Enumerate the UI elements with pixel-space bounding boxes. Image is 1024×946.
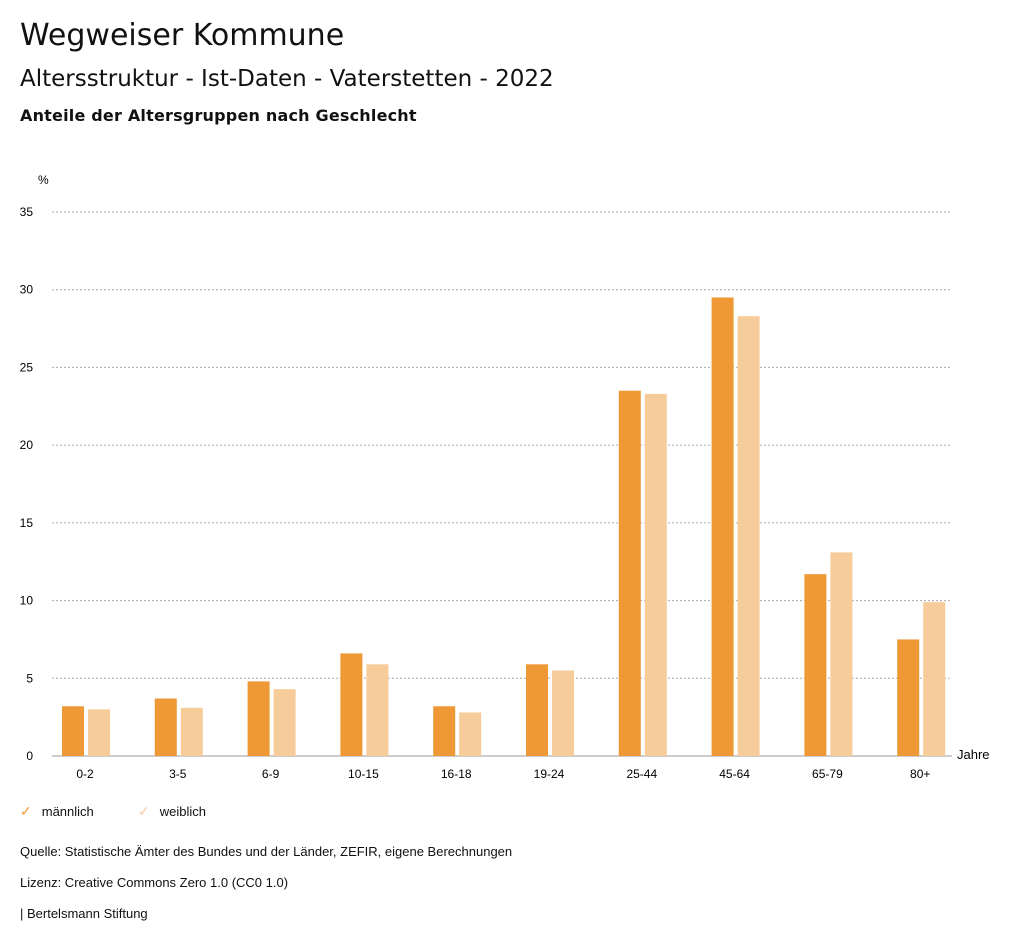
page-subtitle: Altersstruktur - Ist-Daten - Vaterstette… [20, 66, 554, 92]
check-icon: ✓ [138, 803, 150, 819]
bar-weiblich-80+ [923, 602, 946, 756]
license-note: Lizenz: Creative Commons Zero 1.0 (CC0 1… [20, 875, 289, 890]
bar-weiblich-3-5 [180, 707, 203, 756]
check-icon: ✓ [20, 803, 32, 819]
bar-maennlich-25-44 [618, 390, 641, 756]
x-tick-label: 6-9 [262, 767, 280, 781]
bar-weiblich-10-15 [366, 664, 389, 756]
legend-item-maennlich[interactable]: ✓ männlich [20, 803, 94, 820]
x-tick-label: 0-2 [76, 767, 94, 781]
bar-maennlich-0-2 [62, 706, 84, 756]
bar-weiblich-16-18 [459, 712, 482, 756]
bar-maennlich-3-5 [154, 698, 177, 756]
bar-maennlich-45-64 [711, 297, 734, 756]
y-tick-label: 5 [26, 671, 33, 685]
app-title: Wegweiser Kommune [20, 18, 345, 53]
bar-maennlich-6-9 [247, 681, 270, 756]
y-axis-label: % [38, 173, 49, 187]
x-tick-label: 45-64 [719, 767, 750, 781]
x-tick-label: 19-24 [534, 767, 565, 781]
bar-weiblich-19-24 [552, 670, 574, 756]
bar-weiblich-65-79 [830, 552, 853, 756]
bar-maennlich-80+ [897, 639, 920, 756]
x-tick-label: 3-5 [169, 767, 187, 781]
bar-maennlich-16-18 [433, 706, 456, 756]
y-tick-label: 20 [20, 438, 34, 452]
bar-maennlich-10-15 [340, 653, 363, 756]
y-tick-label: 10 [20, 594, 34, 608]
bar-weiblich-45-64 [737, 316, 760, 756]
chart-title: Anteile der Altersgruppen nach Geschlech… [20, 106, 417, 125]
source-note: Quelle: Statistische Ämter des Bundes un… [20, 844, 513, 859]
legend-item-weiblich[interactable]: ✓ weiblich [138, 803, 206, 820]
bar-maennlich-19-24 [526, 664, 548, 756]
x-tick-label: 16-18 [441, 767, 472, 781]
y-tick-label: 15 [20, 516, 34, 530]
brand-link[interactable]: | Bertelsmann Stiftung [20, 906, 148, 921]
x-tick-label: 25-44 [626, 767, 657, 781]
y-tick-label: 0 [26, 749, 33, 763]
y-tick-label: 25 [20, 360, 34, 374]
bar-weiblich-0-2 [88, 709, 110, 756]
legend-label: weiblich [159, 804, 206, 819]
x-axis-label: Jahre [957, 747, 990, 762]
x-tick-label: 80+ [910, 767, 930, 781]
y-tick-label: 30 [20, 283, 34, 297]
x-tick-label: 65-79 [812, 767, 843, 781]
x-tick-label: 10-15 [348, 767, 379, 781]
bar-maennlich-65-79 [804, 574, 827, 756]
y-tick-label: 35 [20, 205, 34, 219]
bar-weiblich-25-44 [644, 393, 667, 756]
bar-weiblich-6-9 [273, 689, 296, 756]
bar-chart: % 0 5 10 15 20 25 30 35 Jahre 0-2 3-5 6-9 10-15 16-18 1… [20, 173, 990, 781]
legend-label: männlich [41, 804, 94, 819]
